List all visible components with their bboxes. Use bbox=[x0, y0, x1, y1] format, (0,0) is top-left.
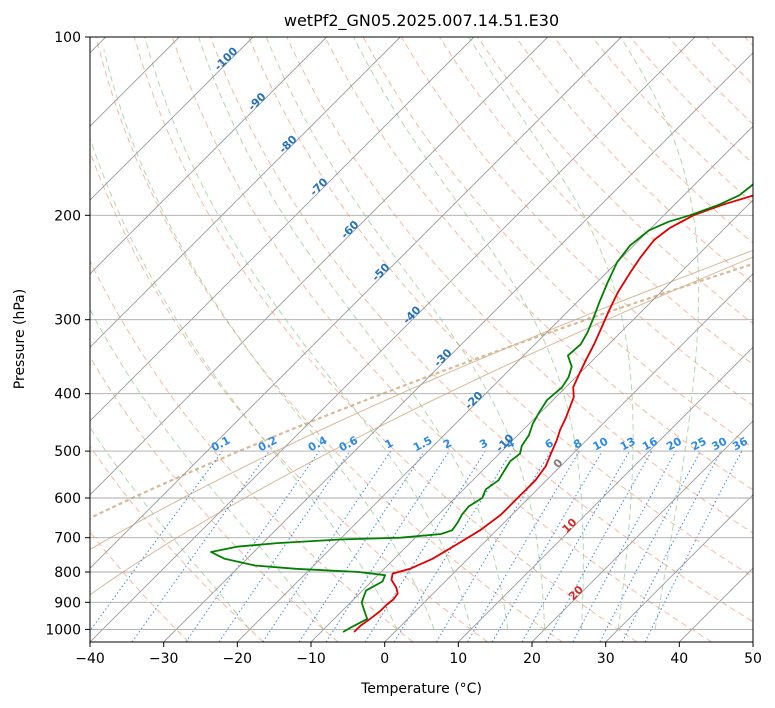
dry-adiabat bbox=[248, 37, 753, 578]
mixing-ratio-line bbox=[393, 450, 513, 642]
mixing-ratio-line bbox=[545, 450, 653, 642]
moist-adiabat bbox=[620, 37, 700, 630]
isotherm bbox=[457, 346, 753, 642]
isotherm bbox=[90, 37, 696, 642]
mixing-ratio-label: 25 bbox=[689, 435, 709, 454]
mixing-ratio-label: 20 bbox=[664, 435, 684, 454]
y-tick-label: 1000 bbox=[45, 622, 81, 638]
mixing-ratio-line bbox=[90, 450, 223, 632]
moist-adiabat bbox=[90, 308, 324, 630]
y-tick-label: 300 bbox=[54, 313, 81, 329]
x-tick-label: 10 bbox=[449, 651, 467, 667]
chart-title: wetPf2_GN05.2025.007.14.51.E30 bbox=[284, 11, 559, 31]
isotherm bbox=[531, 420, 753, 642]
isotherm bbox=[90, 37, 549, 496]
moist-adiabat bbox=[198, 37, 509, 630]
y-tick-label: 400 bbox=[54, 387, 81, 403]
moist-adiabat bbox=[144, 37, 472, 630]
ice-curve bbox=[90, 256, 753, 596]
mixing-ratio-line bbox=[185, 450, 320, 642]
mixing-ratio-label: 16 bbox=[640, 435, 660, 454]
temperature-line bbox=[353, 194, 753, 633]
dry-adiabat bbox=[324, 37, 753, 491]
dewpoint-line bbox=[210, 183, 753, 633]
moist-adiabat bbox=[103, 49, 435, 630]
mixing-ratio-label: 13 bbox=[618, 435, 638, 454]
y-tick-label: 200 bbox=[54, 208, 81, 224]
y-tick-label: 100 bbox=[54, 30, 81, 46]
mixing-ratio-line bbox=[298, 450, 425, 642]
moist-adiabat bbox=[90, 426, 251, 630]
mixing-ratio-line bbox=[572, 450, 677, 642]
isotherm bbox=[163, 52, 753, 642]
isotherm bbox=[90, 37, 254, 201]
moist-adiabat bbox=[353, 37, 584, 630]
isotherm bbox=[236, 125, 753, 642]
y-tick-label: 600 bbox=[54, 491, 81, 507]
plot-frame bbox=[89, 36, 754, 643]
x-tick-label: 0 bbox=[380, 651, 389, 667]
mixing-ratio-line bbox=[218, 450, 351, 642]
dry-adiabat bbox=[90, 259, 414, 642]
mixing-ratio-line bbox=[325, 450, 450, 642]
x-tick-label: −40 bbox=[75, 651, 105, 667]
y-tick-label: 900 bbox=[54, 595, 81, 611]
mixing-ratio-line bbox=[521, 450, 630, 642]
isotherm bbox=[605, 494, 753, 642]
isotherm bbox=[90, 37, 328, 275]
ice-curve bbox=[90, 249, 753, 551]
dry-adiabat bbox=[95, 37, 563, 642]
x-axis-label: Temperature (°C) bbox=[360, 681, 482, 697]
mixing-ratio-line bbox=[262, 450, 392, 642]
mixing-ratio-line bbox=[131, 450, 270, 642]
mixing-ratio-label: 36 bbox=[730, 435, 750, 454]
x-tick-label: 20 bbox=[523, 651, 541, 667]
dry-adiabat bbox=[515, 37, 753, 284]
x-tick-label: −20 bbox=[223, 651, 253, 667]
y-tick-label: 700 bbox=[54, 531, 81, 547]
background-lines bbox=[90, 37, 753, 642]
isotherm bbox=[90, 37, 401, 348]
dry-adiabat bbox=[90, 356, 339, 642]
dry-adiabat bbox=[171, 37, 712, 642]
moist-adiabat bbox=[265, 37, 546, 630]
dry-adiabat bbox=[90, 445, 264, 642]
dry-adiabat bbox=[133, 37, 638, 642]
y-axis-label: Pressure (hPa) bbox=[12, 289, 28, 389]
dry-adiabat bbox=[286, 37, 753, 534]
isotherm bbox=[90, 37, 622, 569]
mixing-ratio-label: 30 bbox=[710, 435, 730, 454]
moist-adiabat bbox=[468, 37, 634, 630]
mixing-ratio-line bbox=[644, 450, 743, 642]
x-tick-label: 40 bbox=[670, 651, 688, 667]
axis-ticks: −40 −30 −20 −10 0 10 20 30 40 50 100 200 300 400 500 60… bbox=[45, 30, 762, 667]
mixing-ratio-label: 10 bbox=[591, 435, 611, 454]
x-tick-label: 30 bbox=[597, 651, 615, 667]
grid bbox=[90, 37, 753, 642]
x-tick-label: 50 bbox=[744, 651, 762, 667]
moist-adiabat bbox=[90, 136, 398, 630]
dry-adiabat bbox=[210, 37, 753, 623]
y-tick-label: 800 bbox=[54, 565, 81, 581]
isotherm bbox=[90, 37, 475, 422]
x-tick-label: −30 bbox=[149, 651, 179, 667]
data-series bbox=[210, 183, 753, 633]
isotherm bbox=[310, 199, 753, 642]
isotherm bbox=[384, 273, 753, 642]
x-tick-label: −10 bbox=[296, 651, 326, 667]
y-tick-label: 500 bbox=[54, 444, 81, 460]
